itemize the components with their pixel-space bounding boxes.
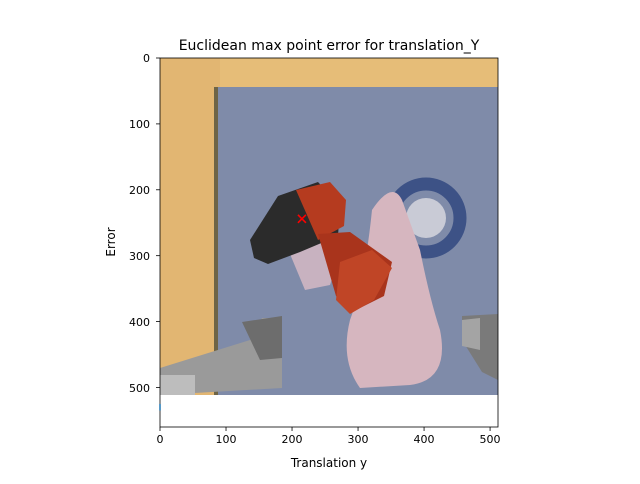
x-axis-label: Translation y <box>290 456 367 470</box>
x-tick-label-100: 100 <box>216 433 237 446</box>
data-point-x-marker <box>297 214 307 224</box>
y-tick-label-0: 0 <box>143 52 150 65</box>
y-axis-label: Error <box>104 227 118 256</box>
y-tick-label-200: 200 <box>129 184 150 197</box>
plot-area-frame <box>159 57 499 428</box>
tick-marks <box>156 57 491 431</box>
x-tick-label-300: 300 <box>348 433 369 446</box>
y-tick-label-100: 100 <box>129 118 150 131</box>
data-marks <box>159 214 307 411</box>
y-tick-label-300: 300 <box>129 250 150 263</box>
y-tick-label-400: 400 <box>129 316 150 329</box>
x-tick-label-0: 0 <box>157 433 164 446</box>
x-tick-label-500: 500 <box>480 433 501 446</box>
x-tick-label-400: 400 <box>414 433 435 446</box>
chart-title: Euclidean max point error for translatio… <box>179 38 480 54</box>
y-tick-label-500: 500 <box>129 382 150 395</box>
x-tick-label-200: 200 <box>282 433 303 446</box>
background-image <box>160 58 498 395</box>
